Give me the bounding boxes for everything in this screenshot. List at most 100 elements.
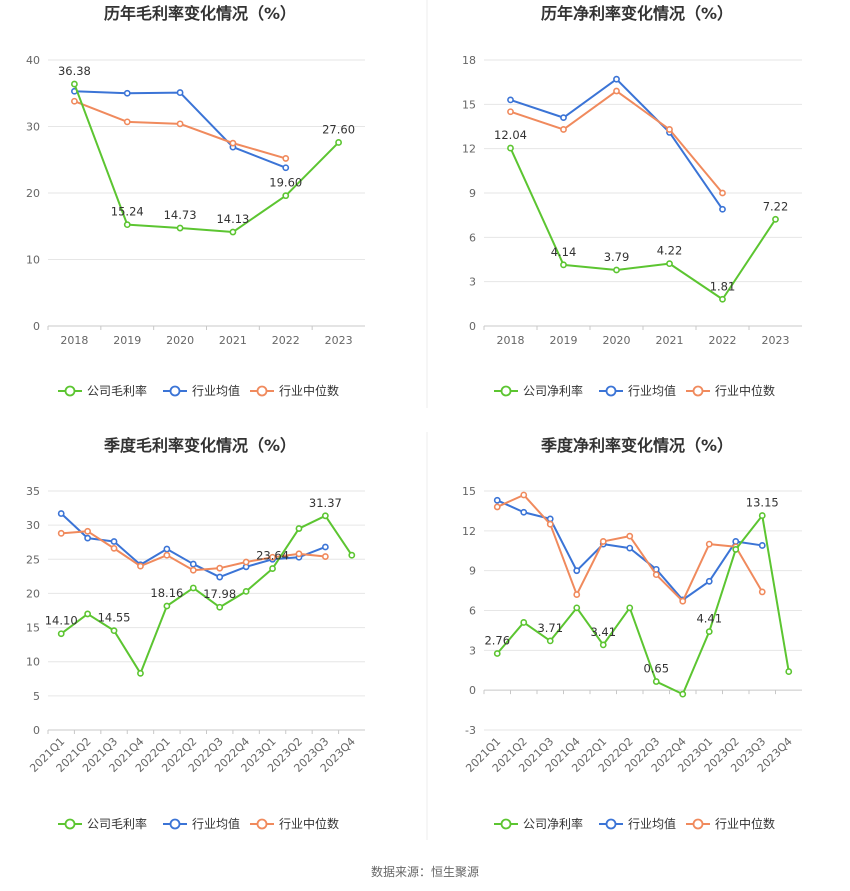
legend-item-company[interactable]: 公司净利率 [494,816,583,831]
data-point [666,260,673,268]
data-source-note: 数据来源：恒生聚源 [371,864,479,879]
y-tick-label: 25 [26,553,40,566]
x-tick-label: 2019 [113,334,141,347]
y-tick-label: 40 [26,54,40,67]
y-tick-label: 9 [469,187,476,200]
data-point [546,637,554,645]
y-tick-label: 20 [26,187,40,200]
x-tick-label: 2022 [709,334,737,347]
data-point [719,189,726,197]
data-point [705,540,713,548]
data-point [123,89,131,97]
y-tick-label: 0 [33,724,40,737]
legend-item-company[interactable]: 公司毛利率 [58,816,147,831]
data-point [772,215,779,223]
data-point [758,512,766,519]
legend-item-industry-avg[interactable]: 行业均值 [599,383,676,398]
data-label: 12.04 [494,128,527,142]
data-point [295,550,303,558]
data-label: 4.41 [696,612,722,626]
data-label: 14.10 [45,614,78,628]
data-point [163,551,171,559]
data-point [189,584,197,592]
legend-label: 公司毛利率 [87,383,147,398]
chart-title: 历年毛利率变化情况（%） [104,4,296,23]
data-point [666,126,673,133]
x-tick-label: 2023 [325,334,353,347]
data-point [269,553,276,561]
y-tick-label: -3 [465,724,476,737]
chart-2: 历年净利率变化情况（%） 0 3 6 9 12 15 18 2018 2019 2020 2021 20… [462,4,802,398]
data-point [176,89,184,96]
y-tick-label: 15 [26,622,40,635]
data-point [123,221,131,229]
data-point [229,228,237,236]
data-point [282,155,290,162]
data-point [348,551,356,559]
series-line-company [496,514,790,696]
data-point [652,571,660,579]
data-point [758,542,766,549]
data-label: 2.76 [484,634,510,648]
data-point [137,669,144,677]
legend-item-industry-median[interactable]: 行业中位数 [250,383,339,398]
data-point [493,503,501,511]
data-point [599,641,607,649]
legend-item-industry-avg[interactable]: 行业均值 [599,816,676,831]
data-label: 18.16 [150,586,183,600]
legend-item-industry-median[interactable]: 行业中位数 [686,816,775,831]
y-tick-label: 15 [462,485,476,498]
data-label: 3.41 [590,625,616,639]
legend-label: 公司净利率 [523,383,583,398]
legend-marker-icon [169,385,181,397]
data-point [71,80,78,88]
legend-marker-icon [692,385,704,397]
y-tick-label: 5 [33,690,40,703]
data-point [335,139,342,146]
legend-item-industry-median[interactable]: 行业中位数 [250,816,339,831]
chart-title: 季度毛利率变化情况（%） [103,436,296,455]
data-point [560,261,567,269]
legend-item-industry-median[interactable]: 行业中位数 [686,383,775,398]
chart-3: 季度毛利率变化情况（%）051015202530352021Q12021Q220… [26,436,365,831]
data-label: 27.60 [322,122,355,136]
legend-item-company[interactable]: 公司净利率 [494,383,583,398]
y-tick-label: 18 [462,54,476,67]
legend-item-company[interactable]: 公司毛利率 [58,383,147,398]
y-tick-label: 35 [26,485,40,498]
x-tick-label: 2020 [603,334,631,347]
legend-item-industry-avg[interactable]: 行业均值 [163,383,240,398]
data-label: 1.81 [710,279,736,293]
data-point [626,532,634,540]
legend-marker-icon [500,385,512,397]
legend-label: 行业均值 [628,816,676,831]
y-tick-label: 15 [462,98,476,111]
data-point [573,591,581,598]
data-point [216,573,224,581]
legend-label: 行业中位数 [279,816,339,831]
series-line-company [73,83,340,234]
data-label: 3.71 [537,621,563,635]
data-point [84,527,92,535]
y-tick-label: 12 [462,525,476,538]
data-label: 3.79 [604,250,630,264]
legend-label: 公司净利率 [523,816,583,831]
chart-1: 历年毛利率变化情况（%） 0 10 20 30 40 2018 2019 2020 2021 202… [26,4,365,398]
x-tick-label: 2021 [219,334,247,347]
y-tick-label: 3 [469,644,476,657]
y-tick-label: 12 [462,143,476,156]
data-point [613,266,620,274]
chart-4: 季度净利率变化情况（%）-3036912152021Q12021Q22021Q3… [462,436,802,831]
series-line-company [60,514,353,675]
series-line-industry-avg [74,90,287,169]
legend-item-industry-avg[interactable]: 行业均值 [163,816,240,831]
series-line-industry-median [74,100,287,160]
data-point [57,529,65,537]
data-point [679,597,687,605]
legend-label: 公司毛利率 [87,816,147,831]
data-point [520,491,528,499]
data-point [71,97,78,105]
data-point [84,610,92,618]
data-point [282,164,290,172]
